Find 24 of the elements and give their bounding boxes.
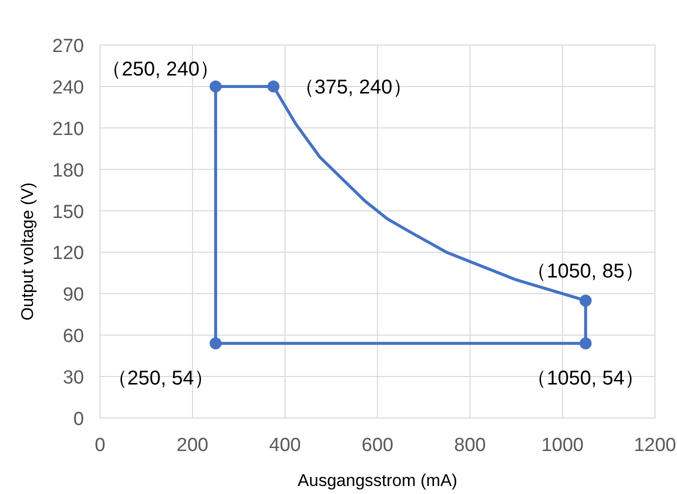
y-tick-label: 180 bbox=[52, 160, 84, 182]
y-axis-title: Output voltage (V) bbox=[18, 182, 37, 320]
y-tick-label: 0 bbox=[73, 409, 84, 430]
y-tick-label: 150 bbox=[52, 202, 84, 223]
x-axis-title: Ausgangsstrom (mA) bbox=[298, 471, 458, 490]
annotation: （1050, 85） bbox=[526, 260, 645, 283]
x-tick-label: 600 bbox=[362, 435, 394, 456]
y-tick-label: 90 bbox=[62, 284, 84, 306]
x-tick-label: 1000 bbox=[541, 435, 584, 456]
y-tick-label: 210 bbox=[52, 118, 84, 140]
x-tick-label: 800 bbox=[454, 435, 486, 456]
y-tick-label: 270 bbox=[52, 36, 84, 57]
annotation: （375, 240） bbox=[294, 76, 412, 98]
annotation: （1050, 54） bbox=[526, 367, 645, 390]
annotation: （250, 240） bbox=[102, 58, 220, 80]
y-tick-label: 120 bbox=[52, 243, 84, 264]
x-tick-label: 1200 bbox=[634, 435, 676, 456]
y-tick-label: 60 bbox=[62, 326, 84, 348]
y-tick-label: 240 bbox=[52, 77, 84, 98]
x-tick-label: 200 bbox=[176, 435, 208, 456]
y-tick-label: 30 bbox=[62, 368, 84, 389]
x-tick-label: 400 bbox=[269, 435, 301, 456]
annotation: （250, 54） bbox=[107, 367, 214, 390]
x-tick-label: 0 bbox=[94, 435, 106, 456]
